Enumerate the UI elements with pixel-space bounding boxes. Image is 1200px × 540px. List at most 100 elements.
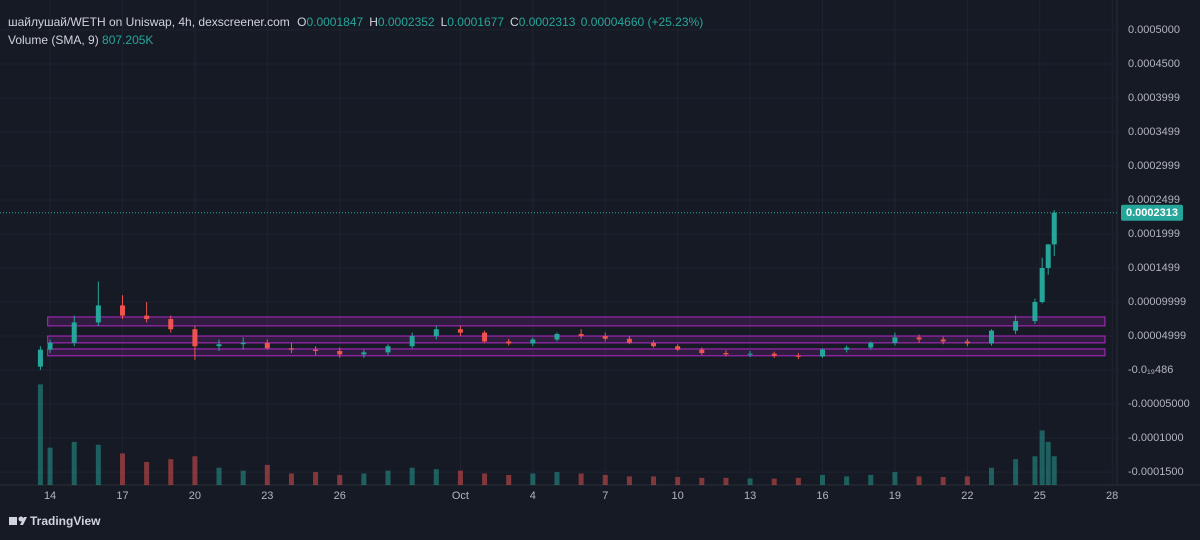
- y-tick-label: -0.0001000: [1128, 432, 1184, 444]
- candle-body: [433, 329, 439, 337]
- y-tick-label: 0.0001999: [1128, 228, 1180, 240]
- x-tick-label: 17: [116, 490, 128, 502]
- ohlc-key: O: [297, 15, 307, 29]
- candle-body: [1045, 244, 1051, 269]
- candle-body: [964, 341, 970, 344]
- candle-body: [747, 353, 753, 355]
- price-legend: шайлушай/WETH on Uniswap, 4h, dexscreene…: [8, 13, 709, 31]
- volume-bar: [868, 474, 874, 485]
- candle-body: [361, 352, 367, 355]
- candle-body: [47, 342, 53, 350]
- candle-body: [71, 322, 77, 343]
- x-tick-label: 10: [672, 490, 684, 502]
- x-tick-label: 26: [334, 490, 346, 502]
- volume-bar: [313, 472, 319, 485]
- x-tick-label: 13: [744, 490, 756, 502]
- volume-bar: [506, 474, 512, 485]
- pair-title: шайлушай/WETH on Uniswap, 4h, dexscreene…: [8, 15, 290, 29]
- x-tick-label: 7: [602, 490, 608, 502]
- candle-body: [264, 342, 270, 349]
- volume-legend: Volume (SMA, 9) 807.205K: [8, 31, 709, 49]
- y-tick-label: -0.0₁₉486: [1128, 364, 1173, 376]
- volume-bar: [675, 476, 681, 485]
- candle-body: [313, 349, 319, 351]
- x-tick-label: 14: [44, 490, 56, 502]
- volume-bar: [820, 474, 826, 485]
- y-tick-label: -0.00005000: [1128, 398, 1190, 410]
- volume-bar: [37, 384, 43, 485]
- candle-body: [1032, 302, 1038, 322]
- volume-bar: [940, 476, 946, 485]
- volume-bar: [264, 464, 270, 485]
- candle-body: [1039, 268, 1045, 303]
- ohlc-value: 0.0002313: [518, 15, 576, 29]
- volume-bar: [385, 470, 391, 485]
- logo-shape: [9, 517, 17, 525]
- volume-bar: [578, 473, 584, 485]
- volume-bar: [144, 462, 150, 485]
- candle-body: [844, 347, 850, 350]
- y-tick-label: 0.0001499: [1128, 262, 1180, 274]
- candle-body: [675, 346, 681, 350]
- volume-bar: [988, 467, 994, 485]
- volume-bar: [747, 478, 753, 485]
- tradingview-logo: TradingView: [9, 514, 101, 528]
- volume-bar: [602, 474, 608, 485]
- candle-body: [530, 339, 536, 344]
- logo-shape: [20, 517, 27, 525]
- logo-shape: [18, 516, 24, 522]
- x-tick-label: 19: [889, 490, 901, 502]
- zone: [47, 316, 1106, 327]
- candle-body: [795, 355, 801, 357]
- x-tick-label: 23: [261, 490, 273, 502]
- candle-body: [940, 339, 946, 342]
- candle-body: [626, 338, 632, 343]
- volume-bar: [1032, 456, 1038, 485]
- volume-bar: [457, 470, 463, 485]
- volume-label: Volume (SMA, 9): [8, 33, 99, 47]
- candle-body: [288, 348, 294, 350]
- volume-bar: [240, 470, 246, 485]
- volume-bar: [723, 477, 729, 485]
- candle-body: [578, 333, 584, 337]
- candle-body: [892, 337, 898, 343]
- candle-body: [651, 342, 657, 347]
- ohlc: O0.0001847 H0.0002352 L0.0001677 C0.0002313: [293, 15, 577, 29]
- candle-body: [554, 333, 560, 340]
- zone: [47, 348, 1106, 357]
- candle-body: [240, 342, 246, 345]
- ohlc-value: 0.0001847: [306, 15, 364, 29]
- volume-bar: [71, 441, 77, 485]
- y-tick-label: 0.0005000: [1128, 24, 1180, 36]
- volume-bar: [1039, 430, 1045, 485]
- y-tick-label: 0.0003499: [1128, 126, 1180, 138]
- candle-body: [1013, 321, 1019, 331]
- y-tick-label: 0.00009999: [1128, 296, 1186, 308]
- ohlc-value: 0.0002352: [377, 15, 435, 29]
- y-tick-label: 0.0004500: [1128, 58, 1180, 70]
- candle-body: [337, 350, 343, 355]
- candle-body: [916, 337, 922, 340]
- x-tick-label: 20: [189, 490, 201, 502]
- volume-bar: [409, 467, 415, 485]
- volume-bar: [1045, 441, 1051, 485]
- volume-bar: [192, 456, 198, 485]
- volume-bar: [844, 476, 850, 485]
- candle-body: [868, 342, 874, 348]
- x-tick-label: Oct: [452, 490, 469, 502]
- candle-body: [820, 349, 826, 357]
- volume-bar: [554, 472, 560, 485]
- x-tick-label: 25: [1034, 490, 1046, 502]
- volume-bar: [361, 473, 367, 485]
- y-tick-label: 0.0002499: [1128, 194, 1180, 206]
- candle-body: [95, 305, 101, 323]
- volume-bar: [651, 476, 657, 485]
- volume-bar: [916, 476, 922, 485]
- volume-bar: [216, 467, 222, 485]
- candle-body: [409, 336, 415, 347]
- candle-body: [168, 319, 174, 330]
- candle-body: [119, 305, 125, 316]
- volume-bar: [168, 459, 174, 485]
